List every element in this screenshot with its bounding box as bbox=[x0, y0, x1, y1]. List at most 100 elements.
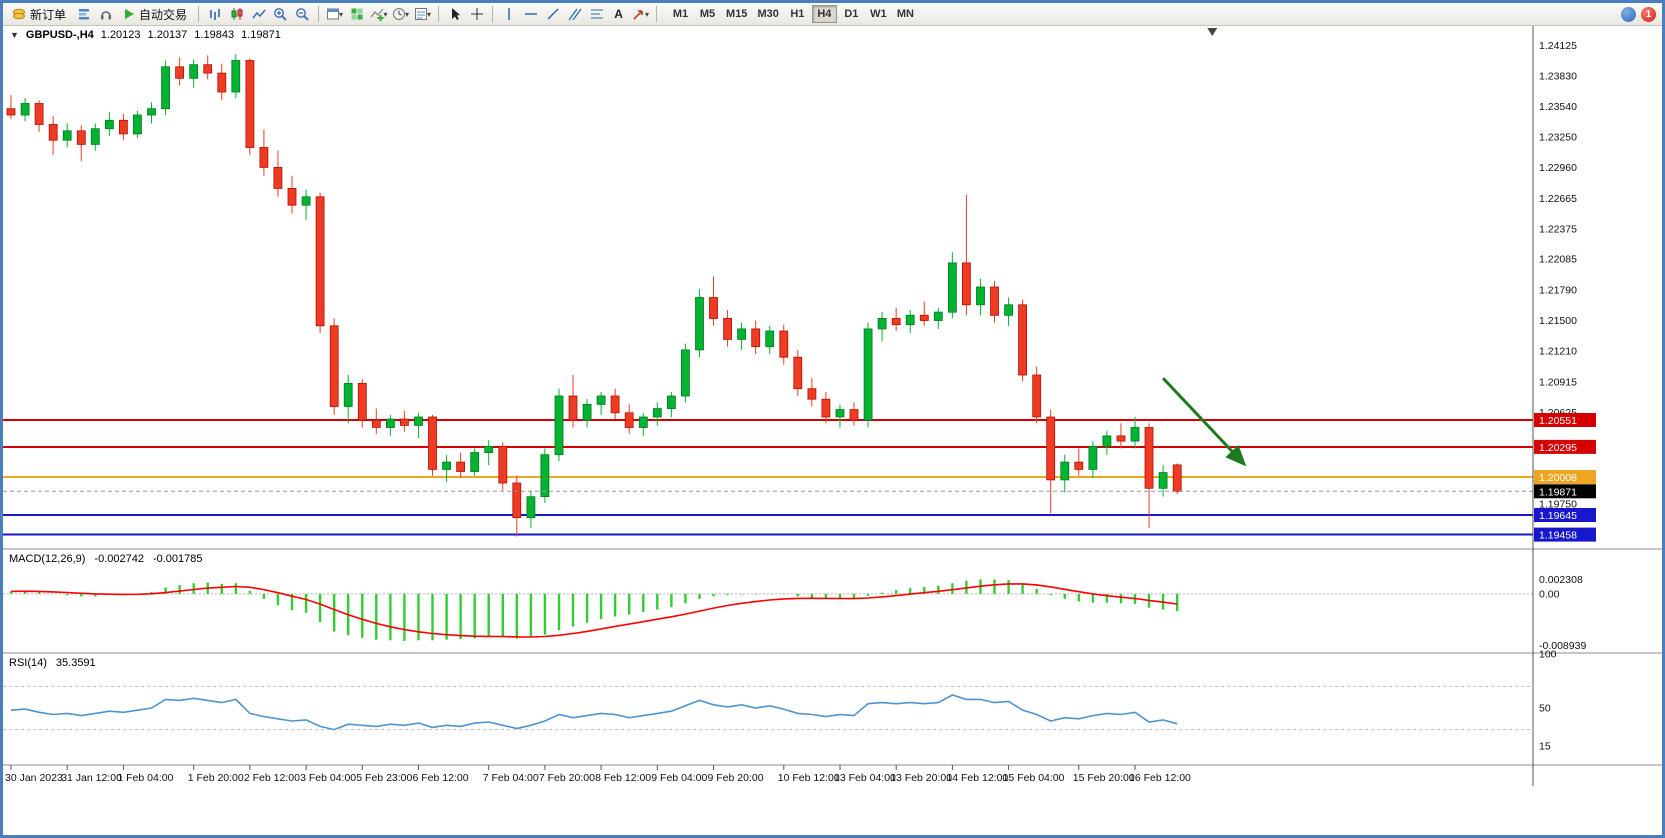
candle bbox=[765, 325, 775, 355]
candle bbox=[1130, 417, 1140, 449]
price-axis-label: 1.24125 bbox=[1539, 40, 1577, 52]
timeframe-button-D1[interactable]: D1 bbox=[839, 5, 864, 23]
price-axis-label: 1.23540 bbox=[1539, 101, 1577, 113]
candle bbox=[540, 448, 550, 503]
price-axis-label: 1.20915 bbox=[1539, 376, 1577, 388]
candle bbox=[582, 399, 592, 428]
candle bbox=[259, 129, 269, 176]
timeframe-button-H1[interactable]: H1 bbox=[785, 5, 810, 23]
price-tag: 1.19871 bbox=[1534, 484, 1596, 499]
time-axis-label: 3 Feb 04:00 bbox=[300, 772, 356, 784]
price-axis-label: 1.23250 bbox=[1539, 132, 1577, 144]
toolbar-separator bbox=[656, 6, 658, 22]
candle bbox=[161, 60, 171, 115]
cursor-button[interactable] bbox=[444, 4, 465, 24]
candle bbox=[596, 391, 606, 415]
macd-signal-value: -0.001785 bbox=[152, 553, 203, 565]
price-axis-label: 1.19750 bbox=[1539, 499, 1577, 511]
candle bbox=[1172, 463, 1182, 495]
fibonacci-icon bbox=[590, 9, 603, 19]
svg-text:1.20295: 1.20295 bbox=[1539, 442, 1577, 454]
line-chart-icon bbox=[251, 9, 266, 19]
templates-button[interactable]: ▾ bbox=[412, 4, 433, 24]
timeframe-button-M1[interactable]: M1 bbox=[668, 5, 693, 23]
candle bbox=[821, 391, 831, 424]
chart-shift-marker[interactable] bbox=[1207, 28, 1218, 36]
chevron-down-icon: ▾ bbox=[427, 9, 432, 19]
price-axis-label: 1.21500 bbox=[1539, 315, 1577, 327]
macd-axis-label: -0.008939 bbox=[1539, 640, 1586, 652]
rsi-panel[interactable] bbox=[3, 654, 1533, 762]
time-axis-label: 30 Jan 2023 bbox=[5, 772, 63, 784]
rsi-line bbox=[10, 694, 1178, 731]
zoom-out-button[interactable] bbox=[292, 4, 313, 24]
candlestick-chart-button[interactable] bbox=[226, 4, 247, 24]
new-chart-button[interactable]: ▾ bbox=[324, 4, 345, 24]
fibonacci-button[interactable] bbox=[586, 4, 607, 24]
rsi-title: RSI(14) bbox=[9, 657, 47, 669]
trend-arrow[interactable] bbox=[1162, 377, 1247, 467]
horizontal-line-button[interactable] bbox=[520, 4, 541, 24]
chart-header: ▼ GBPUSD-,H4 1.20123 1.20137 1.19843 1.1… bbox=[10, 29, 281, 41]
periods-clock-icon bbox=[393, 8, 406, 20]
timeframe-button-M30[interactable]: M30 bbox=[753, 5, 782, 23]
zoom-in-button[interactable] bbox=[270, 4, 291, 24]
candle bbox=[245, 58, 255, 155]
line-chart-button[interactable] bbox=[248, 4, 269, 24]
candle bbox=[1004, 297, 1013, 326]
candle bbox=[835, 404, 845, 428]
text-label-button[interactable]: A bbox=[608, 4, 629, 24]
vertical-line-icon bbox=[507, 8, 510, 20]
arrows-button[interactable]: ▾ bbox=[630, 4, 651, 24]
timeframe-button-M5[interactable]: M5 bbox=[695, 5, 720, 23]
price-axis-label: 1.22085 bbox=[1539, 254, 1577, 266]
candle bbox=[399, 410, 409, 432]
indicators-button[interactable]: ▾ bbox=[368, 4, 389, 24]
chart-canvas[interactable]: 1.24125 1.23830 1.23540 1.23250 1.22960 1.226… bbox=[3, 26, 1662, 835]
autotrading-label: 自动交易 bbox=[139, 7, 188, 22]
notifications-badge[interactable]: 1 bbox=[1641, 6, 1656, 22]
timeframe-button-W1[interactable]: W1 bbox=[866, 5, 891, 23]
bar-chart-button[interactable] bbox=[204, 4, 225, 24]
time-axis-label: 16 Feb 12:00 bbox=[1129, 772, 1191, 784]
low-value: 1.19843 bbox=[194, 29, 235, 41]
mql5-support-button[interactable] bbox=[95, 4, 116, 24]
community-icon[interactable] bbox=[1621, 6, 1636, 22]
time-axis-label: 7 Feb 04:00 bbox=[483, 772, 539, 784]
price-axis-label: 1.22665 bbox=[1539, 193, 1577, 205]
timeframe-button-H4[interactable]: H4 bbox=[811, 5, 837, 23]
candle bbox=[695, 289, 704, 358]
rsi-axis-label: 100 bbox=[1539, 649, 1557, 661]
candle bbox=[737, 322, 746, 350]
candle bbox=[1060, 454, 1070, 493]
time-axis-label: 2 Feb 12:00 bbox=[244, 772, 300, 784]
market-depth-button[interactable] bbox=[73, 4, 94, 24]
autotrading-button[interactable]: 自动交易 bbox=[117, 4, 193, 24]
time-axis-label: 31 Jan 12:00 bbox=[61, 772, 122, 784]
channel-button[interactable] bbox=[564, 4, 585, 24]
chart-plot-area[interactable] bbox=[3, 26, 1533, 549]
crosshair-button[interactable] bbox=[466, 4, 487, 24]
candlestick-chart-icon bbox=[231, 8, 243, 20]
time-axis-label: 15 Feb 04:00 bbox=[1003, 772, 1065, 784]
candle bbox=[1088, 441, 1098, 478]
time-axis[interactable] bbox=[3, 765, 1662, 789]
svg-text:1.20008: 1.20008 bbox=[1539, 472, 1577, 484]
candle bbox=[132, 110, 142, 139]
candle bbox=[385, 414, 395, 436]
periods-button[interactable]: ▾ bbox=[390, 4, 411, 24]
candle bbox=[779, 324, 789, 365]
price-axis[interactable] bbox=[1533, 26, 1662, 765]
new-order-button[interactable]: 新订单 bbox=[6, 4, 72, 24]
timeframe-button-M15[interactable]: M15 bbox=[722, 5, 751, 23]
vertical-line-button[interactable] bbox=[498, 4, 519, 24]
timeframe-button-MN[interactable]: MN bbox=[893, 5, 918, 23]
candle bbox=[1046, 409, 1056, 514]
trendline-button[interactable] bbox=[542, 4, 563, 24]
macd-axis-label: 0.002308 bbox=[1539, 574, 1583, 586]
candle bbox=[512, 475, 522, 537]
one-click-trading-toggle[interactable]: ▼ bbox=[10, 30, 19, 40]
candle bbox=[962, 194, 971, 316]
candle bbox=[652, 402, 662, 426]
tile-windows-button[interactable] bbox=[346, 4, 367, 24]
